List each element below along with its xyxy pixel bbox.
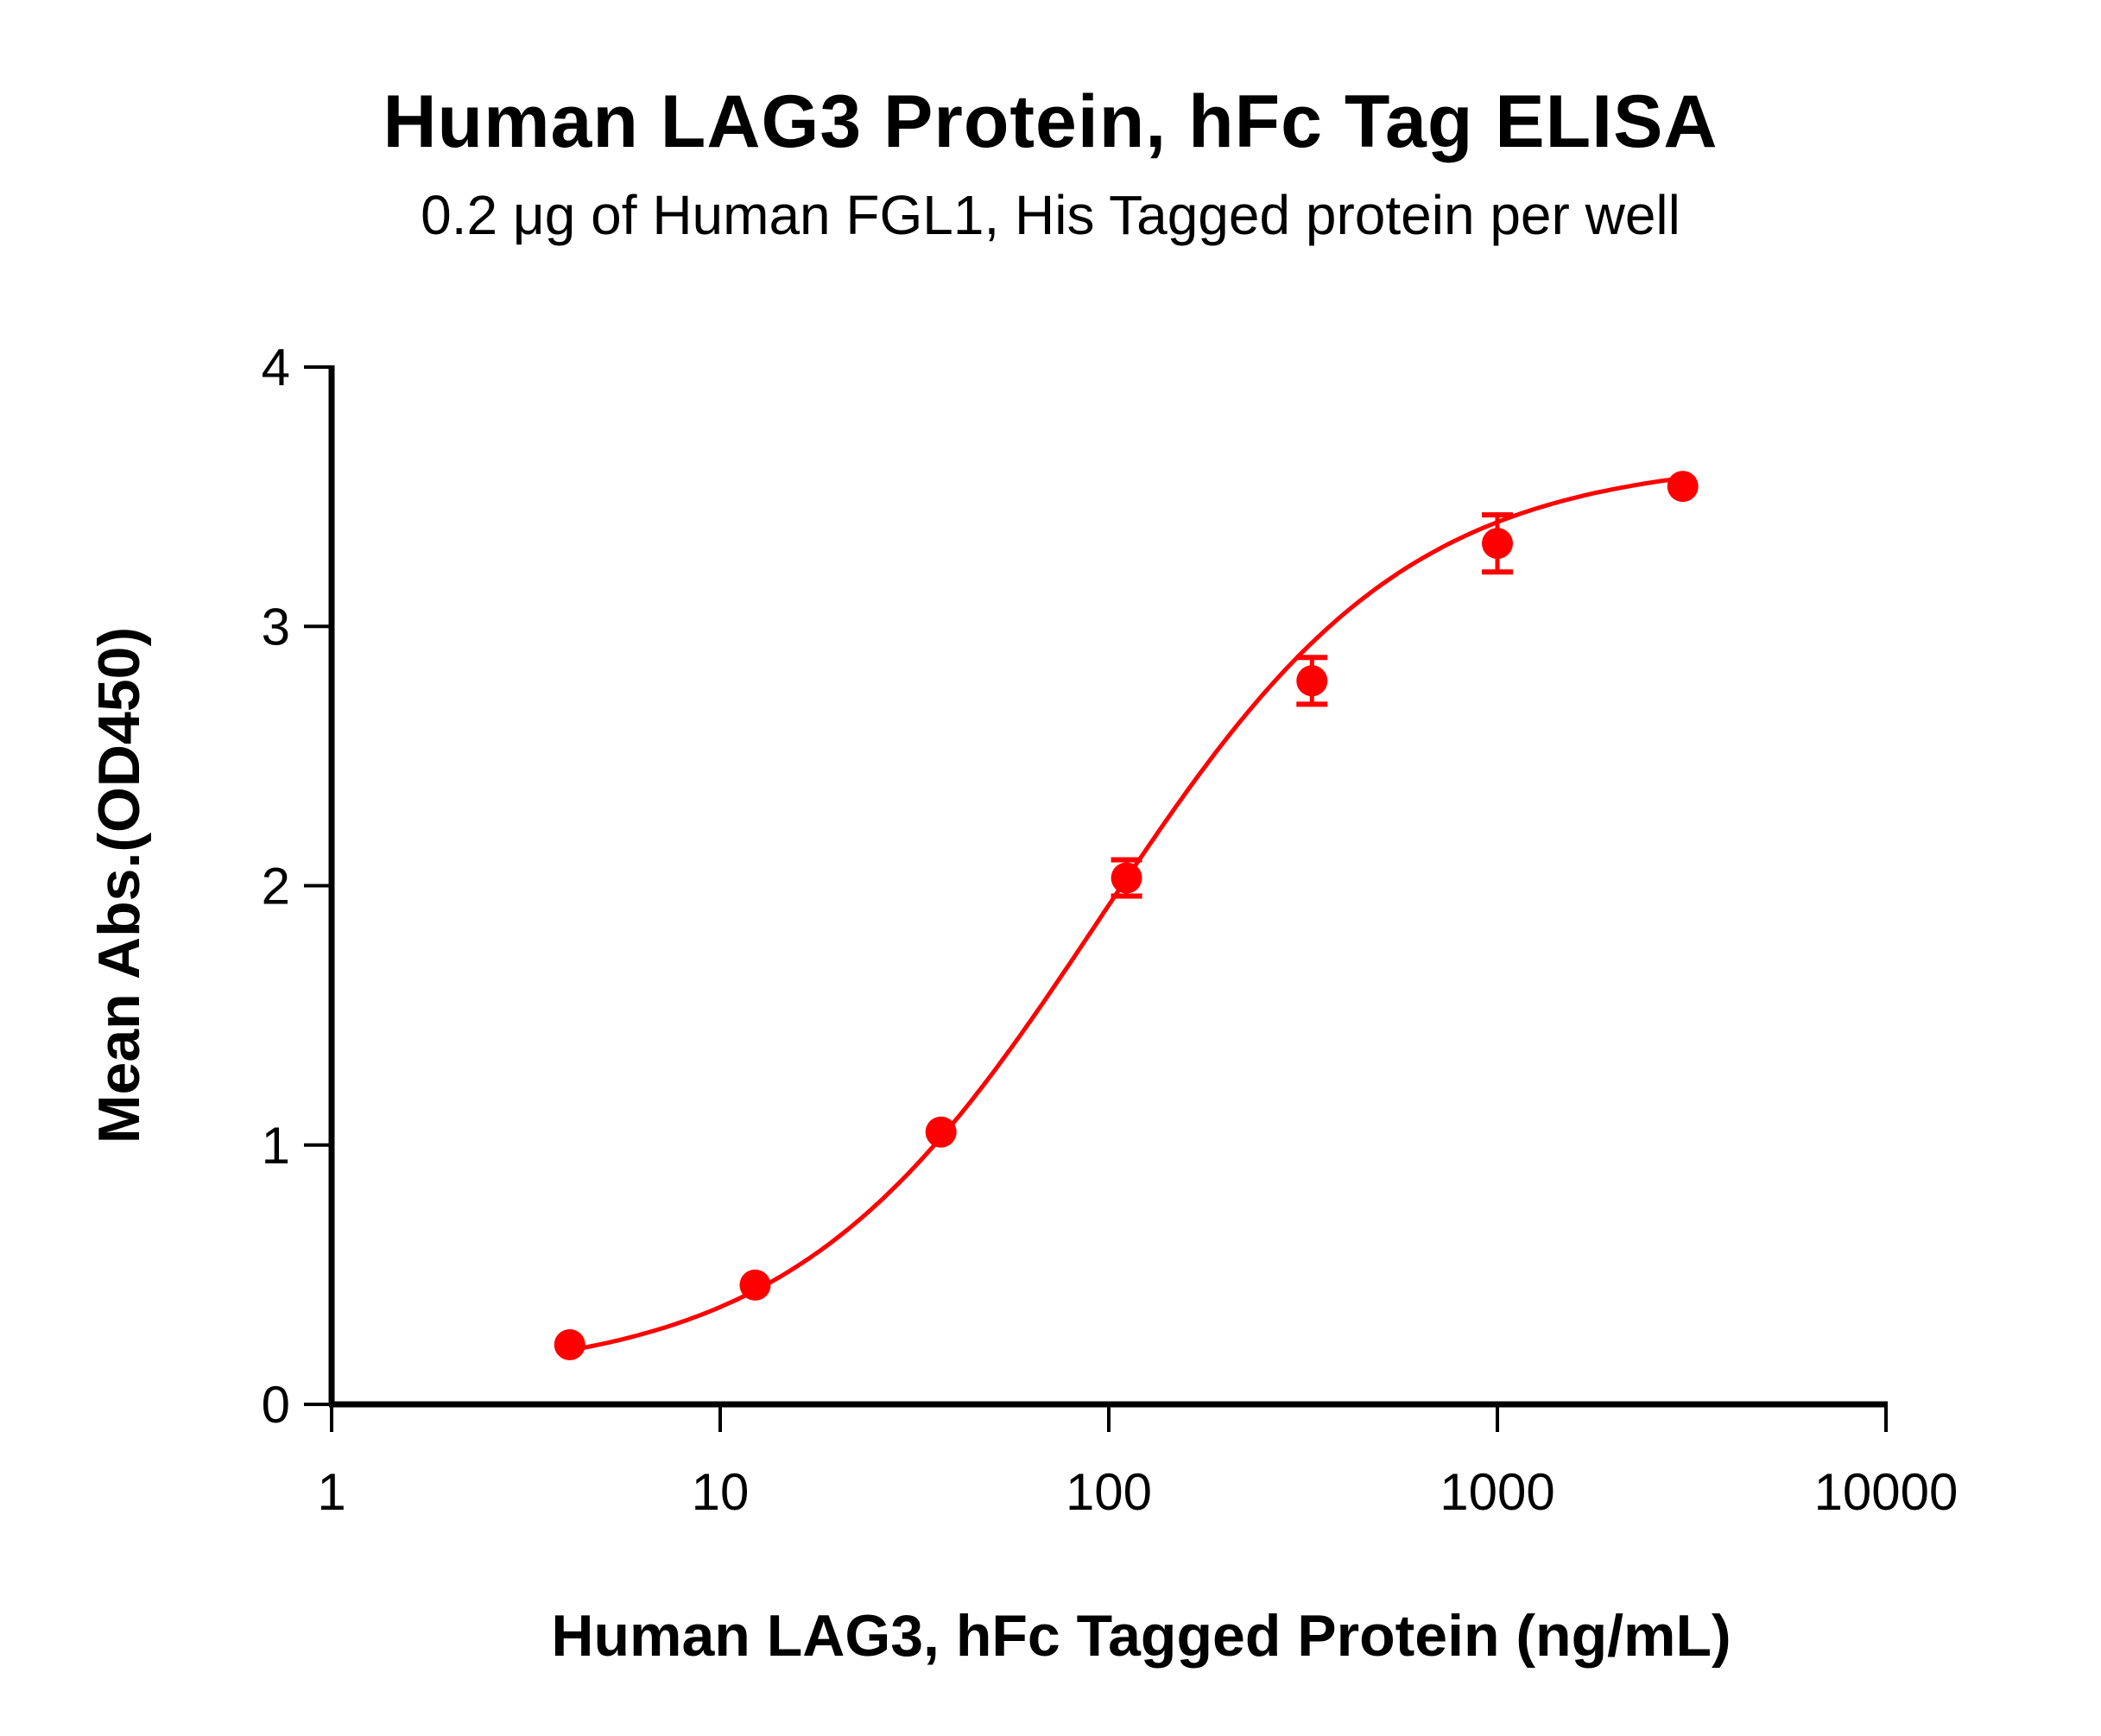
data-point xyxy=(1667,471,1699,503)
x-tick-label: 10000 xyxy=(1814,1463,1959,1521)
fit-curve xyxy=(569,476,1684,1353)
data-points xyxy=(554,471,1699,1360)
data-point xyxy=(554,1328,585,1360)
y-tick-label: 0 xyxy=(262,1376,290,1434)
data-point xyxy=(925,1116,957,1148)
data-point xyxy=(1482,528,1513,560)
data-point xyxy=(1111,862,1142,894)
y-tick-label: 2 xyxy=(262,858,290,916)
y-tick-label: 3 xyxy=(262,598,290,656)
fit-line xyxy=(569,476,1684,1353)
chart-subtitle: 0.2 μg of Human FGL1, His Tagged protein… xyxy=(421,184,1680,246)
x-tick-label: 1 xyxy=(317,1463,345,1521)
y-tick-label: 4 xyxy=(262,339,290,396)
data-point xyxy=(739,1269,771,1301)
x-axis-label: Human LAG3, hFc Tagged Protein (ng/mL) xyxy=(551,1603,1731,1669)
x-tick-label: 100 xyxy=(1066,1463,1152,1521)
chart-title: Human LAG3 Protein, hFc Tag ELISA xyxy=(383,80,1718,163)
x-tick-label: 1000 xyxy=(1440,1463,1554,1521)
x-tick-label: 10 xyxy=(692,1463,750,1521)
y-tick-label: 1 xyxy=(262,1117,290,1175)
data-point xyxy=(1296,665,1328,697)
